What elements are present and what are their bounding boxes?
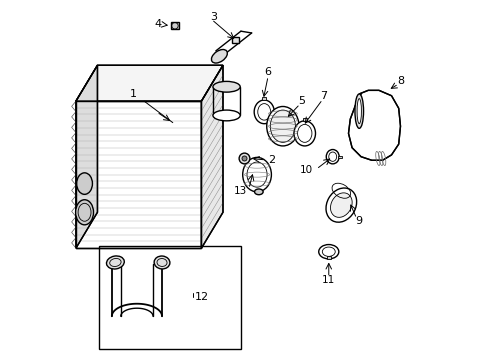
Ellipse shape — [212, 81, 240, 92]
Bar — [303, 118, 306, 121]
Ellipse shape — [254, 100, 274, 124]
Ellipse shape — [266, 107, 298, 146]
Ellipse shape — [242, 156, 246, 161]
Ellipse shape — [154, 256, 169, 269]
Polygon shape — [201, 65, 223, 248]
Bar — [262, 97, 265, 100]
Bar — [171, 22, 179, 30]
Ellipse shape — [212, 110, 240, 121]
Ellipse shape — [356, 99, 361, 124]
Text: 8: 8 — [396, 76, 403, 86]
Ellipse shape — [239, 153, 249, 164]
Text: 11: 11 — [322, 275, 335, 285]
Ellipse shape — [325, 149, 339, 164]
Bar — [99, 246, 241, 348]
Ellipse shape — [242, 157, 271, 192]
Bar — [326, 256, 330, 259]
Ellipse shape — [254, 189, 263, 195]
Bar — [231, 37, 239, 43]
Ellipse shape — [76, 200, 93, 225]
Ellipse shape — [106, 256, 124, 269]
Ellipse shape — [354, 94, 363, 129]
Polygon shape — [348, 90, 400, 160]
Bar — [337, 156, 341, 158]
Text: 5: 5 — [298, 96, 305, 106]
Text: 13: 13 — [234, 186, 247, 196]
Polygon shape — [76, 101, 201, 248]
Polygon shape — [76, 65, 223, 101]
Ellipse shape — [330, 193, 351, 217]
Text: 4: 4 — [155, 19, 162, 29]
Text: 1: 1 — [130, 89, 137, 99]
Ellipse shape — [77, 173, 92, 194]
Ellipse shape — [325, 188, 356, 222]
Text: 6: 6 — [264, 67, 271, 77]
Ellipse shape — [293, 121, 315, 146]
Text: 9: 9 — [354, 216, 361, 226]
Text: 3: 3 — [210, 12, 217, 22]
Text: 2: 2 — [267, 155, 274, 165]
Text: 10: 10 — [300, 165, 313, 175]
Ellipse shape — [270, 110, 295, 142]
Ellipse shape — [211, 50, 227, 63]
Ellipse shape — [318, 244, 338, 259]
Text: 7: 7 — [319, 91, 326, 101]
Polygon shape — [76, 65, 97, 248]
Text: 12: 12 — [195, 292, 209, 302]
